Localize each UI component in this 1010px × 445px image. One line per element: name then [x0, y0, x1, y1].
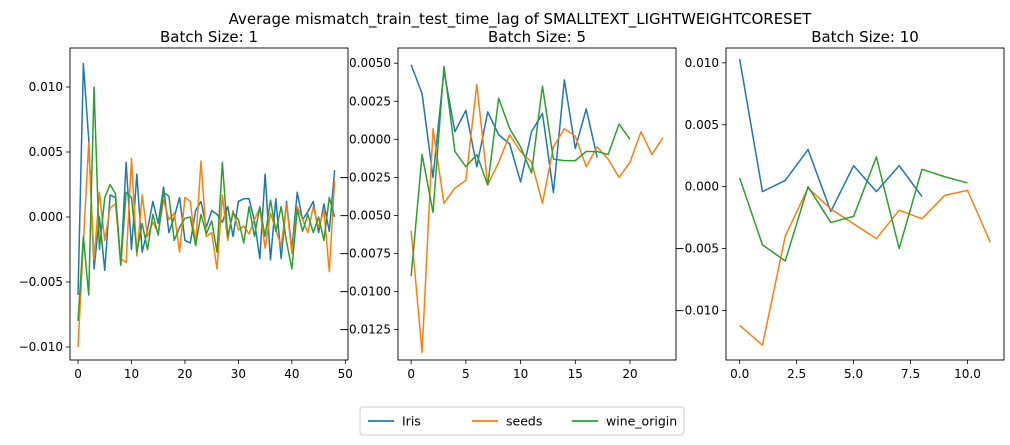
- series-line-wine_origin: [410, 65, 631, 277]
- x-tick-label: 0: [407, 367, 415, 381]
- series-lines: [410, 64, 664, 354]
- x-tick-label: 20: [177, 367, 192, 381]
- y-tick-label: 0.0050: [349, 56, 391, 70]
- x-tick-label: 5.0: [844, 367, 863, 381]
- x-tick-label: 50: [338, 367, 353, 381]
- series-line-Iris: [77, 62, 336, 296]
- y-tick-label: −0.0075: [339, 246, 391, 260]
- chart-panel-1: Batch Size: 1 0 10 20 30 40 50 −0.010 −0.005 0.00…: [19, 28, 353, 381]
- y-tick-label: −0.0025: [339, 170, 391, 184]
- legend-label: Iris: [402, 414, 421, 429]
- x-tick-label: 10: [513, 367, 528, 381]
- figure-suptitle: Average mismatch_train_test_time_lag of …: [229, 10, 813, 29]
- x-tick-label: 10.0: [954, 367, 981, 381]
- series-line-seeds: [739, 187, 992, 346]
- chart-panel-2: Batch Size: 5 0 5 10 15 20 −0.0125 −0.0100 −0.00…: [339, 28, 677, 381]
- y-tick-label: −0.010: [675, 303, 719, 317]
- chart-panels: Batch Size: 10 10 20 30 40 50−0.010−0.0050.00…: [19, 28, 1005, 381]
- y-tick-label: −0.0100: [339, 285, 391, 299]
- chart-title: Batch Size: 5: [488, 28, 586, 46]
- legend-label: wine_origin: [606, 414, 677, 429]
- chart-panel-3: Batch Size: 10 0.0 2.5 5.0 7.5 10.0 −0.010 −0.0…: [675, 28, 1005, 381]
- legend-entry-Iris: Iris: [368, 414, 421, 429]
- series-lines: [77, 62, 336, 348]
- y-tick-label: 0.005: [685, 118, 719, 132]
- x-tick-label: 40: [284, 367, 299, 381]
- y-tick-label: −0.010: [19, 340, 63, 354]
- y-tick-label: 0.010: [685, 56, 719, 70]
- x-tick-label: 2.5: [787, 367, 806, 381]
- x-tick-label: 5: [462, 367, 470, 381]
- series-line-seeds: [77, 142, 336, 348]
- legend-entry-seeds: seeds: [472, 414, 542, 429]
- chart-title: Batch Size: 10: [811, 28, 919, 46]
- x-tick-label: 7.5: [901, 367, 920, 381]
- legend: Iris seeds wine_origin: [359, 406, 685, 436]
- y-tick-label: 0.000: [685, 180, 719, 194]
- y-tick-label: −0.005: [19, 275, 63, 289]
- y-tick-label: 0.0025: [349, 94, 391, 108]
- x-tick-label: 30: [231, 367, 246, 381]
- axes-frame: [725, 47, 1005, 361]
- y-tick-label: 0.000: [29, 210, 63, 224]
- y-tick-label: 0.010: [29, 80, 63, 94]
- x-tick-label: 0.0: [730, 367, 749, 381]
- series-line-Iris: [738, 59, 923, 213]
- x-tick-label: 15: [568, 367, 583, 381]
- y-tick-label: −0.0050: [339, 208, 391, 222]
- y-tick-label: 0.005: [29, 145, 63, 159]
- legend-label: seeds: [506, 414, 542, 429]
- legend-box: [359, 406, 685, 436]
- y-tick-label: −0.005: [675, 242, 719, 256]
- series-line-seeds: [410, 83, 664, 354]
- axes-frame: [69, 47, 349, 361]
- series-lines: [738, 59, 992, 346]
- chart-title: Batch Size: 1: [160, 28, 258, 46]
- series-line-wine_origin: [738, 156, 968, 262]
- x-tick-label: 0: [74, 367, 82, 381]
- legend-entry-wine_origin: wine_origin: [572, 414, 677, 429]
- series-line-wine_origin: [77, 86, 336, 322]
- x-tick-label: 20: [622, 367, 637, 381]
- y-tick-label: 0.0000: [349, 132, 391, 146]
- y-tick-label: −0.0125: [339, 323, 391, 337]
- axes-frame: [397, 47, 677, 361]
- x-tick-label: 10: [124, 367, 139, 381]
